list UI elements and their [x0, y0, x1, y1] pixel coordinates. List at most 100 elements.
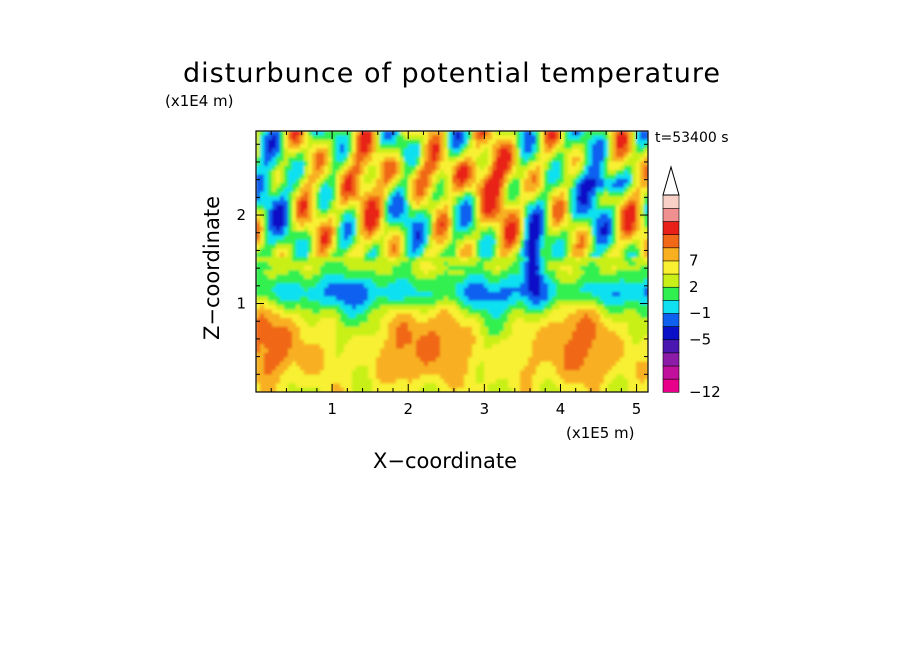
contour-cell: [264, 331, 269, 337]
contour-cell: [272, 370, 277, 376]
contour-cell: [352, 187, 357, 193]
contour-cell: [336, 296, 341, 302]
contour-cell: [336, 257, 341, 263]
contour-cell: [580, 270, 585, 276]
contour-cell: [264, 191, 269, 197]
contour-cell: [420, 283, 425, 289]
contour-cell: [564, 283, 569, 289]
contour-cell: [448, 335, 453, 341]
contour-cell: [528, 361, 533, 367]
contour-cell: [352, 152, 357, 158]
contour-cell: [400, 365, 405, 371]
contour-cell: [572, 283, 577, 289]
contour-cell: [336, 318, 341, 323]
contour-cell: [512, 326, 517, 332]
contour-cell: [548, 252, 553, 258]
contour-cell: [404, 191, 409, 197]
contour-cell: [432, 239, 437, 245]
contour-cell: [520, 357, 525, 363]
contour-cell: [408, 291, 413, 297]
contour-cell: [480, 218, 485, 223]
contour-cell: [508, 305, 513, 310]
contour-cell: [312, 139, 317, 145]
contour-cell: [476, 178, 481, 184]
contour-cell: [420, 374, 425, 380]
contour-cell: [344, 261, 349, 267]
contour-cell: [300, 183, 305, 189]
contour-cell: [544, 261, 549, 267]
contour-cell: [316, 244, 321, 250]
contour-cell: [288, 204, 293, 210]
contour-cell: [300, 191, 305, 197]
contour-cell: [428, 265, 433, 271]
contour-cell: [436, 231, 441, 236]
contour-cell: [580, 318, 585, 323]
contour-cell: [320, 313, 325, 319]
contour-cell: [528, 135, 533, 141]
contour-cell: [292, 157, 297, 163]
contour-cell: [552, 209, 557, 215]
contour-cell: [584, 231, 589, 236]
contour-cell: [380, 344, 385, 350]
contour-cell: [484, 313, 489, 319]
contour-cell: [260, 178, 265, 184]
contour-cell: [516, 183, 521, 189]
contour-cell: [292, 270, 297, 276]
contour-cell: [556, 318, 561, 323]
contour-cell: [312, 135, 317, 141]
contour-cell: [296, 352, 301, 358]
contour-cell: [452, 244, 457, 250]
contour-cell: [524, 361, 529, 367]
contour-cell: [520, 209, 525, 215]
contour-cell: [508, 370, 513, 376]
contour-cell: [260, 209, 265, 215]
contour-cell: [512, 226, 517, 232]
contour-cell: [412, 248, 417, 254]
contour-cell: [432, 226, 437, 232]
contour-cell: [480, 352, 485, 358]
contour-cell: [472, 139, 477, 145]
contour-cell: [516, 278, 521, 284]
contour-cell: [428, 213, 433, 219]
contour-cell: [432, 187, 437, 193]
contour-cell: [548, 318, 553, 323]
contour-cell: [476, 283, 481, 289]
contour-cell: [320, 348, 325, 354]
contour-cell: [388, 305, 393, 310]
x-axis-label: X−coordinate: [373, 449, 517, 473]
contour-cell: [396, 239, 401, 245]
contour-cell: [308, 348, 313, 354]
contour-cell: [408, 231, 413, 236]
contour-cell: [360, 222, 365, 228]
contour-cell: [536, 287, 541, 293]
x-axis-unit: (x1E5 m): [566, 424, 635, 442]
contour-cell: [372, 191, 377, 197]
contour-cell: [524, 152, 529, 158]
contour-cell: [296, 239, 301, 245]
contour-cell: [284, 296, 289, 302]
contour-cell: [296, 344, 301, 350]
contour-cell: [368, 231, 373, 236]
contour-cell: [576, 387, 581, 392]
contour-cell: [436, 352, 441, 358]
contour-cell: [300, 387, 305, 392]
contour-cell: [384, 283, 389, 289]
contour-cell: [416, 378, 421, 384]
contour-cell: [264, 352, 269, 358]
contour-cell: [412, 283, 417, 289]
contour-cell: [580, 335, 585, 341]
contour-cell: [320, 357, 325, 363]
contour-cell: [440, 148, 445, 154]
contour-cell: [480, 178, 485, 184]
contour-cell: [300, 300, 305, 306]
contour-cell: [584, 165, 589, 171]
contour-cell: [324, 313, 329, 319]
contour-cell: [456, 231, 461, 236]
contour-cell: [308, 357, 313, 363]
contour-cell: [488, 309, 493, 315]
contour-cell: [452, 383, 457, 389]
contour-cell: [360, 331, 365, 337]
contour-cell: [448, 287, 453, 293]
contour-cell: [496, 218, 501, 223]
contour-cell: [260, 370, 265, 376]
